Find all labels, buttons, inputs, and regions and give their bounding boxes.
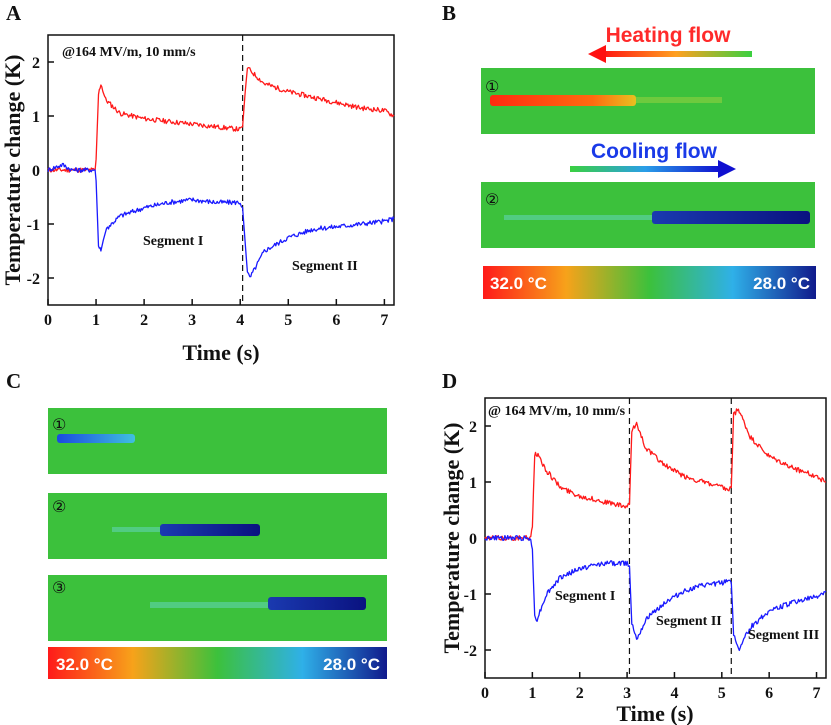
y-axis-label-d: Temperature change (K) bbox=[439, 423, 464, 654]
x-tick-label-a-3: 3 bbox=[188, 312, 196, 329]
x-axis-label-a: Time (s) bbox=[182, 340, 259, 365]
y-tick-label-a-0: -2 bbox=[27, 271, 40, 288]
x-tick-label-d-2: 2 bbox=[576, 685, 584, 702]
cold-spot-c-2 bbox=[160, 524, 260, 536]
x-tick-label-a-0: 0 bbox=[44, 312, 52, 329]
x-tick-label-a-6: 6 bbox=[332, 312, 340, 329]
segment-label-a-1: Segment I bbox=[143, 234, 203, 249]
segment-label-a-2: Segment II bbox=[292, 259, 358, 274]
heating-flow-arrow bbox=[588, 45, 752, 63]
series-heating-a bbox=[47, 66, 395, 173]
strip-number-c-3: ③ bbox=[52, 578, 66, 597]
colorbar-b-left-label: 32.0 °C bbox=[490, 274, 547, 293]
x-axis-label-d: Time (s) bbox=[616, 701, 693, 725]
colorbar-c-right-label: 28.0 °C bbox=[323, 655, 380, 674]
hot-spot-b-1 bbox=[490, 95, 636, 106]
segment-label-d-3: Segment III bbox=[748, 628, 819, 643]
colorbar-b-right-label: 28.0 °C bbox=[753, 274, 810, 293]
x-tick-label-a-1: 1 bbox=[92, 312, 100, 329]
cold-trail-c-3 bbox=[150, 602, 270, 608]
x-tick-label-a-4: 4 bbox=[236, 312, 244, 329]
y-tick-label-a-3: 1 bbox=[32, 109, 40, 126]
x-tick-label-d-5: 5 bbox=[718, 685, 726, 702]
series-heating-d bbox=[484, 408, 826, 542]
panel-letter-b: B bbox=[442, 1, 456, 25]
x-tick-label-a-7: 7 bbox=[380, 312, 388, 329]
x-tick-label-a-5: 5 bbox=[284, 312, 292, 329]
panel-a: A @164 MV/m, 10 mm/s 0 1 2 3 4 5 6 7 -2 -1 0 1 2 Seg… bbox=[0, 1, 395, 365]
y-tick-label-a-1: -1 bbox=[27, 217, 40, 234]
cold-spot-c-1 bbox=[57, 434, 135, 443]
series-cooling-a bbox=[47, 162, 395, 278]
strip-number-b-1: ① bbox=[485, 77, 499, 96]
strip-number-b-2: ② bbox=[485, 190, 499, 209]
x-tick-label-a-2: 2 bbox=[140, 312, 148, 329]
panel-b: B Heating flow ① Cooling flow ② 32.0 °C … bbox=[442, 1, 816, 299]
panel-letter-a: A bbox=[6, 1, 22, 25]
annotation-a: @164 MV/m, 10 mm/s bbox=[62, 45, 196, 60]
heating-flow-label: Heating flow bbox=[606, 24, 731, 47]
y-axis-label-a: Temperature change (K) bbox=[0, 55, 25, 286]
colorbar-c bbox=[48, 647, 387, 679]
x-tick-label-d-4: 4 bbox=[670, 685, 678, 702]
x-tick-label-d-1: 1 bbox=[528, 685, 536, 702]
x-tick-label-d-6: 6 bbox=[765, 685, 773, 702]
y-tick-label-d-1: -1 bbox=[464, 587, 477, 604]
chart-a-plot: 0 1 2 3 4 5 6 7 -2 -1 0 1 2 bbox=[27, 35, 395, 329]
panel-letter-d: D bbox=[442, 369, 457, 393]
y-tick-label-a-2: 0 bbox=[32, 163, 40, 180]
y-tick-label-a-4: 2 bbox=[32, 55, 40, 72]
y-tick-label-d-4: 2 bbox=[469, 419, 477, 436]
cold-spot-c-3 bbox=[268, 597, 366, 610]
cold-trail-c-2 bbox=[112, 527, 164, 532]
x-tick-label-d-0: 0 bbox=[481, 685, 489, 702]
colorbar-c-left-label: 32.0 °C bbox=[56, 655, 113, 674]
segment-label-d-2: Segment II bbox=[656, 614, 722, 629]
y-tick-label-d-3: 1 bbox=[469, 475, 477, 492]
cooling-flow-arrow bbox=[570, 160, 736, 178]
panel-c: C ① ② ③ 32.0 °C 28.0 °C bbox=[6, 369, 387, 679]
strip-number-c-2: ② bbox=[52, 497, 66, 516]
hot-trail-b-1 bbox=[636, 97, 722, 103]
colorbar-b bbox=[483, 266, 816, 299]
x-tick-label-d-7: 7 bbox=[813, 685, 821, 702]
y-tick-label-d-0: -2 bbox=[464, 643, 477, 660]
series-cooling-d bbox=[484, 534, 827, 652]
segment-label-d-1: Segment I bbox=[555, 589, 615, 604]
cooling-flow-label: Cooling flow bbox=[591, 140, 718, 163]
y-tick-label-d-2: 0 bbox=[469, 531, 477, 548]
x-tick-label-d-3: 3 bbox=[623, 685, 631, 702]
chart-d-plot: 0 1 2 3 4 5 6 7 -2 -1 0 1 2 bbox=[464, 398, 827, 702]
panel-letter-c: C bbox=[6, 369, 21, 393]
cold-trail-b-2 bbox=[504, 215, 654, 220]
cold-spot-b-2 bbox=[652, 211, 810, 224]
panel-d: D @ 164 MV/m, 10 mm/s 0 1 2 3 4 5 6 7 -2 -1 0 1 2 Se… bbox=[439, 369, 827, 725]
strip-number-c-1: ① bbox=[52, 415, 66, 434]
annotation-d: @ 164 MV/m, 10 mm/s bbox=[488, 404, 626, 419]
